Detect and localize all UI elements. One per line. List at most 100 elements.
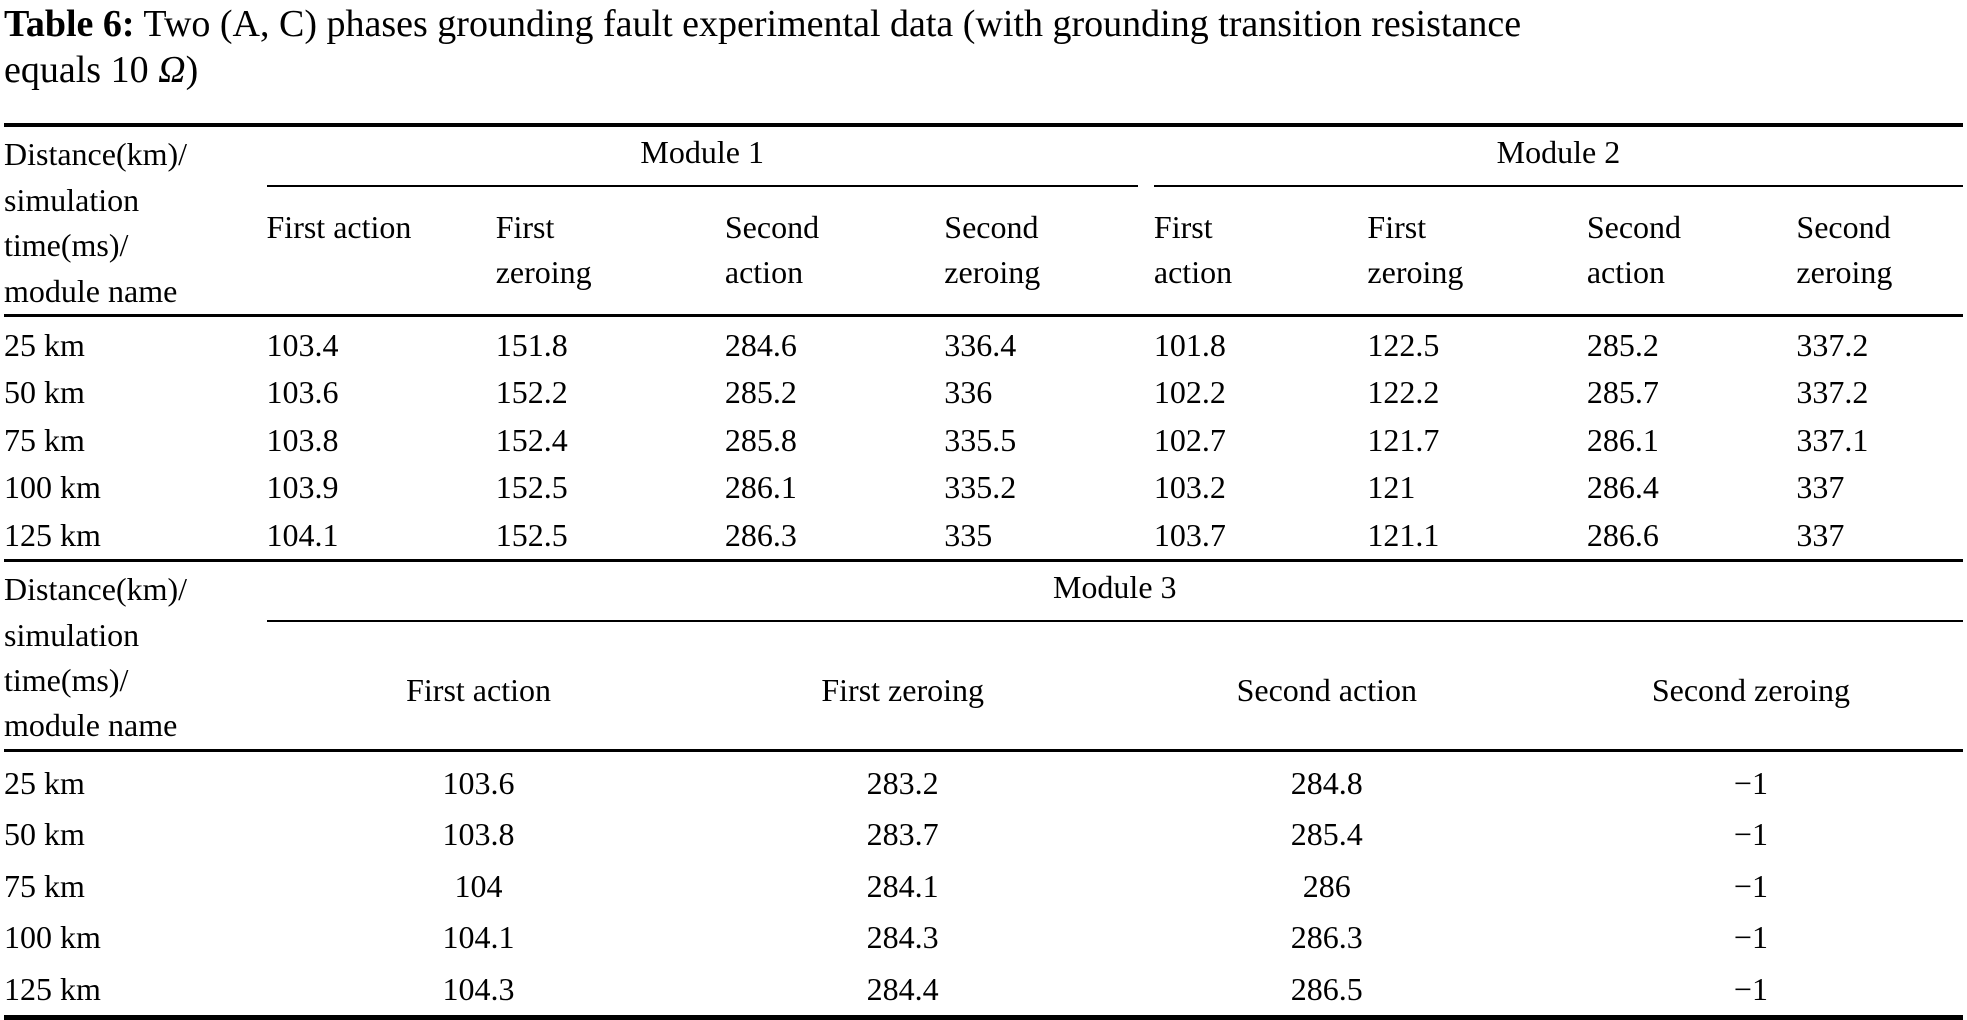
distance-cell: 125 km (4, 970, 101, 1007)
distance-cell: 25 km (4, 326, 85, 363)
caption-text-line2: equals 10 (4, 48, 159, 91)
subheader-label: First action (266, 208, 412, 245)
value-cell: 336 (944, 374, 993, 411)
value-cell: 286.6 (1586, 516, 1659, 553)
caption-label: Table 6: (4, 3, 135, 45)
value-cell: 286.3 (1290, 919, 1363, 956)
subheader-first-action-m3: First action (266, 661, 691, 752)
value-cell: 103.6 (442, 764, 515, 801)
value-cell: 284.3 (866, 919, 939, 956)
module-2-header: Module 2 (1153, 125, 1963, 198)
subheader-label: Second zeroing (1796, 208, 1893, 291)
value-cell: 284.8 (1290, 764, 1363, 801)
value-cell: 337.2 (1796, 326, 1869, 363)
stub-header-line: module name (4, 272, 178, 309)
value-cell: 337.2 (1796, 374, 1869, 411)
distance-cell: 75 km (4, 867, 85, 904)
table-row: 125 km 104.1 152.5 286.3 335 103.7 121.1… (4, 512, 1963, 561)
subheader-label: First zeroing (1367, 208, 1464, 291)
value-cell: 283.2 (866, 764, 939, 801)
value-cell: 122.5 (1367, 326, 1440, 363)
value-cell: 152.5 (495, 469, 568, 506)
subheader-first-action-m2: First action (1153, 197, 1368, 317)
value-cell: 285.7 (1586, 374, 1659, 411)
subheader-label: Second action (1586, 208, 1682, 291)
value-cell: 103.7 (1153, 516, 1226, 553)
value-cell: 121.7 (1367, 421, 1440, 458)
table-row: 100 km 104.1 284.3 286.3 −1 (4, 912, 1963, 963)
value-cell: 103.8 (266, 421, 339, 458)
subheader-label: Second action (724, 208, 820, 291)
subheader-second-action-m1: Second action (724, 197, 945, 317)
subheader-second-action-m2: Second action (1586, 197, 1797, 317)
value-cell: 285.2 (1586, 326, 1659, 363)
stub-header-line: time(ms)/ (4, 662, 129, 698)
value-cell: 284.4 (866, 970, 939, 1007)
subheader-label: First zeroing (495, 208, 592, 291)
distance-cell: 50 km (4, 374, 85, 411)
subheader-first-zeroing-m1: First zeroing (495, 197, 725, 317)
module-1-label: Module 1 (266, 127, 1138, 187)
table-row: 125 km 104.3 284.4 286.5 −1 (4, 964, 1963, 1018)
value-cell: 337 (1796, 469, 1845, 506)
distance-cell: 100 km (4, 919, 101, 956)
value-cell: 285.4 (1290, 816, 1363, 853)
value-cell: 286.1 (1586, 421, 1659, 458)
table-row: 75 km 103.8 152.4 285.8 335.5 102.7 121.… (4, 417, 1963, 464)
value-cell: 283.7 (866, 816, 939, 853)
caption-suffix: ) (185, 48, 199, 91)
table-row: 25 km 103.4 151.8 284.6 336.4 101.8 122.… (4, 315, 1963, 369)
stub-header: Distance(km)/ simulation time(ms)/ modul… (4, 125, 267, 317)
stub-header-line: Distance(km)/ (4, 136, 188, 173)
subheader-second-action-m3: Second action (1114, 661, 1539, 752)
value-cell: 152.4 (495, 421, 568, 458)
value-cell: 121 (1367, 469, 1416, 506)
value-cell: 104.1 (266, 516, 339, 553)
value-cell: 103.8 (442, 816, 515, 853)
value-cell: 122.2 (1367, 374, 1440, 411)
table-row: 50 km 103.6 152.2 285.2 336 102.2 122.2 … (4, 369, 1963, 416)
subheader-second-zeroing-m2: Second zeroing (1796, 197, 1963, 317)
value-cell: 336.4 (944, 326, 1017, 363)
stub-header-line: module name (4, 707, 178, 744)
value-cell: 337.1 (1796, 421, 1869, 458)
module-2-label: Module 2 (1153, 127, 1963, 187)
value-cell: 335 (944, 516, 993, 553)
table-row: 50 km 103.8 283.7 285.4 −1 (4, 809, 1963, 860)
value-cell: 104.3 (442, 970, 515, 1007)
table-caption: Table 6: Two (A, C) phases grounding fau… (4, 2, 1963, 93)
value-cell: 286.1 (724, 469, 797, 506)
value-cell: 285.2 (724, 374, 797, 411)
value-cell: 286 (1302, 867, 1351, 904)
value-cell: 151.8 (495, 326, 568, 363)
subheader-first-action-m1: First action (266, 197, 496, 317)
value-cell: 152.5 (495, 516, 568, 553)
value-cell: −1 (1733, 764, 1768, 801)
table-modules-1-2: Distance(km)/ simulation time(ms)/ modul… (4, 123, 1963, 563)
value-cell: 284.6 (724, 326, 797, 363)
distance-cell: 50 km (4, 816, 85, 853)
value-cell: 104.1 (442, 919, 515, 956)
value-cell: 103.2 (1153, 469, 1226, 506)
stub-header-line: Distance(km)/ (4, 571, 188, 608)
subheader-first-zeroing-m3: First zeroing (690, 661, 1115, 752)
value-cell: 286.3 (724, 516, 797, 553)
value-cell: 285.8 (724, 421, 797, 458)
distance-cell: 100 km (4, 469, 101, 506)
distance-cell: 25 km (4, 764, 85, 801)
value-cell: 286.5 (1290, 970, 1363, 1007)
value-cell: 103.9 (266, 469, 339, 506)
value-cell: 337 (1796, 516, 1845, 553)
module-3-label: Module 3 (266, 562, 1963, 622)
module-3-header: Module 3 (266, 562, 1963, 662)
stub-header-line: simulation (4, 616, 140, 653)
stub-header: Distance(km)/ simulation time(ms)/ modul… (4, 562, 267, 752)
value-cell: −1 (1733, 816, 1768, 853)
value-cell: −1 (1733, 970, 1768, 1007)
value-cell: 335.5 (944, 421, 1017, 458)
stub-header-line: time(ms)/ (4, 227, 129, 264)
value-cell: −1 (1733, 919, 1768, 956)
subheader-second-zeroing-m1: Second zeroing (944, 197, 1154, 317)
table-module-3: Distance(km)/ simulation time(ms)/ modul… (4, 562, 1963, 1020)
